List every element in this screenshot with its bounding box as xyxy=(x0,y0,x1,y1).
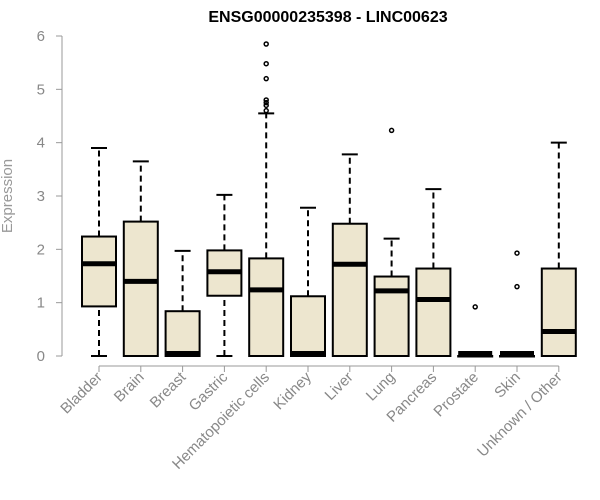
box-kidney xyxy=(290,206,326,357)
box-body xyxy=(331,222,368,357)
box-gastric xyxy=(206,193,243,357)
outlier-point xyxy=(263,75,269,82)
outlier-point xyxy=(472,304,478,310)
x-tick-label: Prostate xyxy=(430,369,482,421)
outlier-point xyxy=(388,127,395,134)
box-pancreas xyxy=(415,188,452,357)
box-body xyxy=(290,295,326,357)
outlier-point xyxy=(514,283,520,290)
box-brain xyxy=(122,160,159,357)
x-tick-label: Breast xyxy=(147,368,190,411)
box-skin xyxy=(499,250,535,358)
box-body xyxy=(122,220,159,357)
box-prostate xyxy=(457,304,494,358)
outlier-point xyxy=(263,60,269,67)
box-body xyxy=(457,355,494,358)
outlier-point xyxy=(263,107,269,114)
box-liver xyxy=(331,153,368,357)
x-tick-label: Brain xyxy=(111,369,148,406)
outlier-point xyxy=(514,250,520,256)
box-bladder xyxy=(81,147,117,357)
y-tick-label: 3 xyxy=(37,188,45,205)
x-tick-label: Skin xyxy=(491,369,524,402)
box-hematopoietic-cells xyxy=(248,41,285,357)
box-body xyxy=(540,267,577,357)
y-tick-label: 5 xyxy=(37,81,45,98)
y-tick-label: 6 xyxy=(37,28,45,45)
y-tick-label: 1 xyxy=(37,295,45,312)
outlier-point xyxy=(263,41,269,47)
chart-title: ENSG00000235398 - LINC00623 xyxy=(208,9,447,26)
x-tick-label: Kidney xyxy=(270,368,315,413)
box-body xyxy=(499,355,535,358)
box-body xyxy=(81,235,117,308)
box-unknown-other xyxy=(540,141,577,357)
outlier-point xyxy=(263,97,269,103)
y-tick-label: 4 xyxy=(37,135,45,152)
boxes-group xyxy=(81,41,577,358)
x-tick-label: Lung xyxy=(363,369,399,405)
box-lung xyxy=(373,127,410,357)
x-tick-label: Liver xyxy=(322,369,357,404)
y-tick-label: 0 xyxy=(37,348,45,365)
y-tick-label: 2 xyxy=(37,241,45,258)
box-body xyxy=(164,310,201,358)
box-body xyxy=(248,257,285,357)
box-body xyxy=(415,267,452,357)
y-axis: 0 1 2 3 4 5 6 xyxy=(37,28,63,365)
y-axis-label: Expression xyxy=(0,159,16,233)
outlier-point xyxy=(263,99,269,106)
x-tick-label: Bladder xyxy=(57,369,106,418)
outlier-point xyxy=(263,102,269,109)
box-breast xyxy=(164,249,201,358)
